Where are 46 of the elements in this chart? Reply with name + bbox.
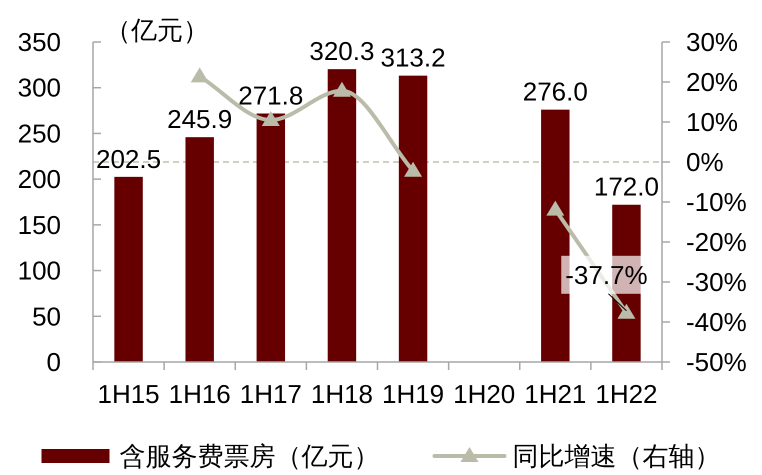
- y2-tick-label: -30%: [686, 267, 747, 297]
- y-tick-label: 100: [18, 256, 61, 286]
- point: [404, 162, 422, 177]
- data-label: 276.0: [522, 76, 588, 107]
- y-tick-label: 50: [32, 301, 61, 332]
- point: [546, 200, 564, 216]
- y-tick-label: 150: [18, 210, 61, 240]
- bar: [256, 113, 286, 362]
- y2-tick-label: 0%: [686, 147, 724, 177]
- y-tick-label: 0: [46, 347, 61, 377]
- x-tick-label: 1H17: [240, 379, 302, 409]
- x-tick-label: 1H21: [524, 379, 586, 409]
- point: [262, 111, 280, 126]
- x-tick-label: 1H16: [168, 379, 231, 409]
- y2-tick-label: -20%: [686, 227, 747, 257]
- y-tick-label: 250: [18, 118, 61, 148]
- y2-tick-label: -10%: [686, 187, 747, 217]
- data-label: 320.3: [309, 36, 374, 66]
- y2-tick-label: 20%: [686, 67, 738, 97]
- data-label: 172.0: [594, 172, 659, 202]
- y2-tick-label: -40%: [686, 307, 747, 337]
- data-label: 313.2: [380, 42, 446, 73]
- x-tick-label: 1H19: [382, 379, 444, 409]
- x-tick-label: 1H22: [595, 379, 658, 409]
- y-tick-label: 350: [18, 27, 61, 57]
- legend-label: 含服务费票房（亿元）: [120, 441, 380, 471]
- x-tick-label: 1H18: [310, 379, 374, 409]
- data-label: 245.9: [167, 104, 232, 134]
- x-tick-label: 1H20: [453, 379, 516, 409]
- legend-label: 同比增速（右轴）: [512, 441, 720, 471]
- bar: [185, 137, 214, 362]
- bar: [398, 76, 428, 362]
- y-tick-label: 200: [18, 164, 61, 194]
- data-label: 271.8: [238, 80, 304, 110]
- data-label: -37.7%: [565, 260, 648, 290]
- x-tick-label: 1H15: [97, 379, 160, 409]
- y-tick-label: 300: [18, 72, 61, 103]
- y2-tick-label: -50%: [686, 347, 747, 377]
- y-axis-title: （亿元）: [105, 15, 209, 45]
- y2-tick-label: 30%: [686, 27, 738, 57]
- y2-tick-label: 10%: [686, 107, 738, 137]
- point: [617, 304, 636, 319]
- data-label: 202.5: [96, 144, 162, 174]
- bar: [328, 69, 356, 362]
- bar: [114, 176, 143, 362]
- point: [332, 82, 351, 97]
